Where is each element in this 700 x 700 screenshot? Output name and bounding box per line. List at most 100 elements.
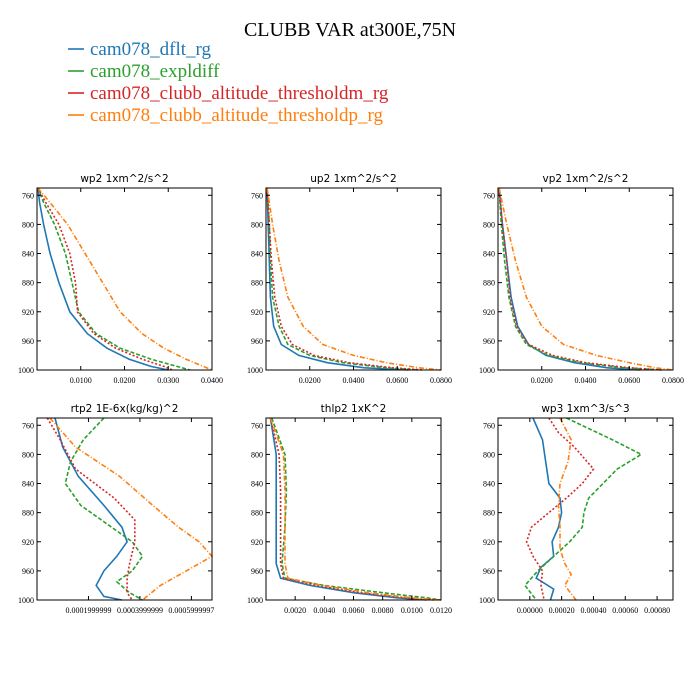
series-line: [532, 417, 563, 601]
panel-title: thlp2 1xK^2: [321, 403, 387, 415]
y-tick-label: 840: [22, 480, 34, 489]
x-tick-label: 0.0600: [618, 376, 640, 385]
y-tick-label: 920: [483, 538, 495, 547]
series-line: [271, 417, 442, 601]
x-tick-label: 0.0400: [575, 376, 597, 385]
x-tick-label: 0.00000: [517, 606, 543, 615]
x-tick-label: 0.0001999999: [65, 606, 111, 615]
x-tick-label: 0.0400: [343, 376, 365, 385]
legend-label: cam078_clubb_altitude_thresholdm_rg: [90, 83, 389, 104]
y-tick-label: 960: [22, 567, 34, 576]
x-tick-label: 0.0600: [386, 376, 408, 385]
legend-label: cam078_expldiff: [90, 61, 220, 82]
legend-label: cam078_clubb_altitude_thresholdp_rg: [90, 105, 384, 126]
series-line: [269, 417, 427, 601]
plot-frame: [497, 187, 674, 371]
y-tick-label: 960: [251, 337, 263, 346]
y-tick-label: 1000: [247, 596, 263, 605]
legend-item-thresholdp: cam078_clubb_altitude_thresholdp_rg: [68, 105, 384, 126]
x-tick-label: 0.00080: [644, 606, 670, 615]
y-tick-label: 880: [22, 509, 34, 518]
y-tick-label: 920: [22, 308, 34, 317]
series-line: [37, 187, 169, 371]
series-line: [498, 187, 663, 371]
x-tick-label: 0.0800: [430, 376, 452, 385]
y-tick-label: 1000: [18, 596, 34, 605]
y-tick-label: 800: [483, 450, 495, 459]
x-tick-label: 0.0200: [531, 376, 553, 385]
plot-frame: [36, 417, 213, 601]
x-tick-label: 0.0200: [299, 376, 321, 385]
y-tick-label: 760: [22, 421, 34, 430]
x-tick-label: 0.0003999999: [117, 606, 163, 615]
series-line: [498, 187, 641, 371]
y-tick-label: 920: [22, 538, 34, 547]
y-tick-label: 760: [251, 191, 263, 200]
y-tick-label: 760: [483, 191, 495, 200]
y-tick-label: 800: [483, 220, 495, 229]
series-line: [498, 187, 663, 371]
series-line: [266, 187, 442, 371]
panel-title: up2 1xm^2/s^2: [310, 173, 396, 185]
series-line: [266, 187, 409, 371]
series-line: [269, 417, 442, 601]
series-line: [266, 187, 420, 371]
x-tick-label: 0.00020: [549, 606, 575, 615]
y-tick-label: 800: [251, 220, 263, 229]
y-tick-label: 1000: [479, 596, 495, 605]
y-tick-label: 800: [251, 450, 263, 459]
x-tick-label: 0.0100: [401, 606, 423, 615]
y-tick-label: 960: [22, 337, 34, 346]
y-tick-label: 840: [483, 250, 495, 259]
figure-title: CLUBB VAR at300E,75N: [244, 19, 456, 41]
x-tick-label: 0.0800: [662, 376, 684, 385]
y-tick-label: 840: [251, 250, 263, 259]
x-tick-label: 0.0200: [114, 376, 136, 385]
series-line: [523, 417, 643, 601]
x-tick-label: 0.00040: [580, 606, 606, 615]
panels: wp2 1xm^2/s^2 760 800 840 880 920 960 1000 0.010…: [18, 173, 684, 615]
chart-panel: rtp2 1E-6x(kg/kg)^2 760 800 840 880 920 960 100…: [18, 403, 214, 615]
series-line: [49, 417, 214, 601]
plot-frame: [497, 417, 674, 601]
x-tick-label: 0.00060: [612, 606, 638, 615]
series-line: [269, 417, 434, 601]
chart-panel: vp2 1xm^2/s^2 760 800 840 880 920 960 1000 0.020…: [479, 173, 684, 385]
legend-item-dflt: cam078_dflt_rg: [68, 39, 212, 60]
legend-item-thresholdm: cam078_clubb_altitude_thresholdm_rg: [68, 83, 389, 104]
legend-item-expldiff: cam078_expldiff: [68, 61, 220, 82]
series-line: [266, 187, 424, 371]
y-tick-label: 960: [483, 567, 495, 576]
chart-panel: up2 1xm^2/s^2 760 800 840 880 920 960 1000 0.020…: [247, 173, 452, 385]
y-tick-label: 920: [483, 308, 495, 317]
series-line: [37, 187, 213, 371]
chart-panel: wp2 1xm^2/s^2 760 800 840 880 920 960 1000 0.010…: [18, 173, 223, 385]
y-tick-label: 840: [251, 480, 263, 489]
y-tick-label: 800: [22, 450, 34, 459]
y-tick-label: 760: [483, 421, 495, 430]
y-tick-label: 760: [251, 421, 263, 430]
series-line: [46, 417, 136, 601]
panel-title: vp2 1xm^2/s^2: [543, 173, 629, 185]
panel-title: wp2 1xm^2/s^2: [80, 173, 168, 185]
chart-panel: wp3 1xm^3/s^3 760 800 840 880 920 960 1000 0.000…: [479, 403, 674, 615]
y-tick-label: 840: [22, 250, 34, 259]
x-tick-label: 0.0005999997: [168, 606, 214, 615]
y-tick-label: 880: [251, 279, 263, 288]
y-tick-label: 920: [251, 308, 263, 317]
y-tick-label: 880: [483, 509, 495, 518]
x-tick-label: 0.0120: [430, 606, 452, 615]
y-tick-label: 880: [251, 509, 263, 518]
plot-frame: [36, 187, 213, 371]
chart-panel: thlp2 1xK^2 760 800 840 880 920 960 1000 0.0020 0…: [247, 403, 452, 615]
plot-frame: [265, 187, 442, 371]
series-line: [557, 417, 577, 601]
series-line: [64, 417, 144, 601]
panel-title: wp3 1xm^3/s^3: [541, 403, 629, 415]
y-tick-label: 840: [483, 480, 495, 489]
series-line: [37, 187, 191, 371]
x-tick-label: 0.0080: [372, 606, 394, 615]
y-tick-label: 920: [251, 538, 263, 547]
y-tick-label: 1000: [479, 366, 495, 375]
y-tick-label: 880: [483, 279, 495, 288]
